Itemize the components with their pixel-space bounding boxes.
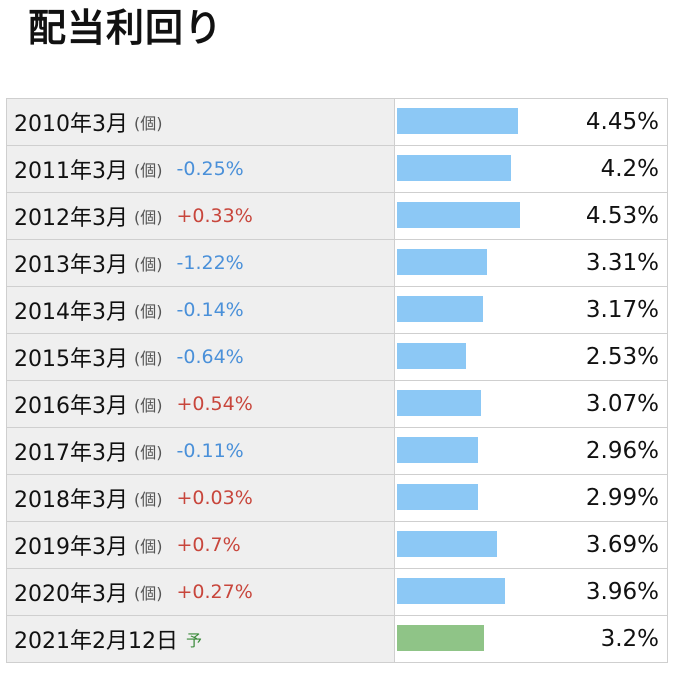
- page-title: 配当利回り: [28, 6, 224, 50]
- bar-cell: 3.69%: [395, 522, 667, 568]
- change-label: +0.54%: [176, 393, 253, 415]
- bar-cell: 2.53%: [395, 334, 667, 380]
- unit-label: (個): [134, 302, 163, 321]
- period-label: 2015年3月: [14, 347, 128, 372]
- bar-cell: 4.2%: [395, 146, 667, 192]
- change-label: +0.03%: [176, 487, 253, 509]
- period-label-cell: 2021年2月12日予: [7, 616, 395, 662]
- unit-label: (個): [134, 114, 163, 133]
- unit-label: (個): [134, 396, 163, 415]
- table-row: 2012年3月 (個) +0.33% 4.53%: [6, 193, 668, 240]
- table-row: 2016年3月 (個) +0.54% 3.07%: [6, 381, 668, 428]
- bar-cell: 3.96%: [395, 569, 667, 615]
- bar-cell: 4.53%: [395, 193, 667, 239]
- bar-cell: 4.45%: [395, 99, 667, 145]
- change-label: +0.27%: [176, 581, 253, 603]
- yield-value-label: 3.2%: [600, 626, 659, 652]
- yield-bar: [397, 202, 520, 228]
- yield-value-label: 3.96%: [585, 579, 659, 605]
- yield-bar: [397, 390, 481, 416]
- table-row: 2011年3月 (個) -0.25% 4.2%: [6, 146, 668, 193]
- yield-bar: [397, 531, 497, 557]
- change-label: -0.64%: [176, 346, 244, 368]
- table-row: 2019年3月 (個) +0.7% 3.69%: [6, 522, 668, 569]
- period-label-cell: 2014年3月 (個) -0.14%: [7, 287, 395, 333]
- bar-cell: 3.31%: [395, 240, 667, 286]
- yield-value-label: 4.53%: [585, 203, 659, 229]
- change-label: +0.7%: [176, 534, 241, 556]
- yield-value-label: 2.96%: [585, 438, 659, 464]
- period-label-cell: 2019年3月 (個) +0.7%: [7, 522, 395, 568]
- change-label: +0.33%: [176, 205, 253, 227]
- bar-cell: 3.2%: [395, 616, 667, 662]
- dividend-yield-table: 2010年3月 (個) 4.45% 2011年3月 (個) -0.25% 4.2% 2012年…: [6, 98, 668, 663]
- yield-bar: [397, 437, 478, 463]
- change-label: -0.11%: [176, 440, 244, 462]
- table-row: 2015年3月 (個) -0.64% 2.53%: [6, 334, 668, 381]
- yield-value-label: 3.17%: [585, 297, 659, 323]
- unit-label: (個): [134, 161, 163, 180]
- yield-value-label: 3.31%: [585, 250, 659, 276]
- unit-label: (個): [134, 208, 163, 227]
- period-label: 2021年2月12日: [14, 629, 178, 654]
- unit-label: (個): [134, 490, 163, 509]
- table-row: 2017年3月 (個) -0.11% 2.96%: [6, 428, 668, 475]
- period-label: 2012年3月: [14, 206, 128, 231]
- yield-bar: [397, 484, 478, 510]
- period-label: 2013年3月: [14, 253, 128, 278]
- yield-value-label: 3.07%: [585, 391, 659, 417]
- change-label: -1.22%: [176, 252, 244, 274]
- yield-value-label: 2.53%: [585, 344, 659, 370]
- table-row: 2014年3月 (個) -0.14% 3.17%: [6, 287, 668, 334]
- period-label: 2017年3月: [14, 441, 128, 466]
- yield-value-label: 3.69%: [585, 532, 659, 558]
- period-label: 2019年3月: [14, 535, 128, 560]
- table-row: 2021年2月12日予 3.2%: [6, 616, 668, 663]
- yield-bar: [397, 343, 466, 369]
- change-label: -0.14%: [176, 299, 244, 321]
- unit-label: (個): [134, 537, 163, 556]
- period-label: 2018年3月: [14, 488, 128, 513]
- yield-bar: [397, 578, 505, 604]
- table-row: 2020年3月 (個) +0.27% 3.96%: [6, 569, 668, 616]
- yield-bar: [397, 249, 487, 275]
- forecast-yield-bar: [397, 625, 484, 651]
- yield-bar: [397, 296, 483, 322]
- period-label-cell: 2011年3月 (個) -0.25%: [7, 146, 395, 192]
- period-label-cell: 2013年3月 (個) -1.22%: [7, 240, 395, 286]
- unit-label: (個): [134, 584, 163, 603]
- unit-label: (個): [134, 443, 163, 462]
- unit-label: (個): [134, 349, 163, 368]
- period-label-cell: 2010年3月 (個): [7, 99, 395, 145]
- table-row: 2010年3月 (個) 4.45%: [6, 99, 668, 146]
- yield-value-label: 4.45%: [585, 109, 659, 135]
- period-label-cell: 2017年3月 (個) -0.11%: [7, 428, 395, 474]
- yield-value-label: 4.2%: [600, 156, 659, 182]
- table-row: 2013年3月 (個) -1.22% 3.31%: [6, 240, 668, 287]
- period-label-cell: 2020年3月 (個) +0.27%: [7, 569, 395, 615]
- forecast-marker: 予: [185, 631, 202, 650]
- period-label: 2010年3月: [14, 112, 128, 137]
- change-label: -0.25%: [176, 158, 244, 180]
- period-label-cell: 2015年3月 (個) -0.64%: [7, 334, 395, 380]
- unit-label: (個): [134, 255, 163, 274]
- table-row: 2018年3月 (個) +0.03% 2.99%: [6, 475, 668, 522]
- period-label-cell: 2018年3月 (個) +0.03%: [7, 475, 395, 521]
- period-label: 2016年3月: [14, 394, 128, 419]
- bar-cell: 3.07%: [395, 381, 667, 427]
- period-label-cell: 2012年3月 (個) +0.33%: [7, 193, 395, 239]
- yield-bar: [397, 155, 511, 181]
- bar-cell: 2.96%: [395, 428, 667, 474]
- bar-cell: 3.17%: [395, 287, 667, 333]
- period-label-cell: 2016年3月 (個) +0.54%: [7, 381, 395, 427]
- period-label: 2020年3月: [14, 582, 128, 607]
- period-label: 2014年3月: [14, 300, 128, 325]
- yield-bar: [397, 108, 518, 134]
- yield-value-label: 2.99%: [585, 485, 659, 511]
- bar-cell: 2.99%: [395, 475, 667, 521]
- period-label: 2011年3月: [14, 159, 128, 184]
